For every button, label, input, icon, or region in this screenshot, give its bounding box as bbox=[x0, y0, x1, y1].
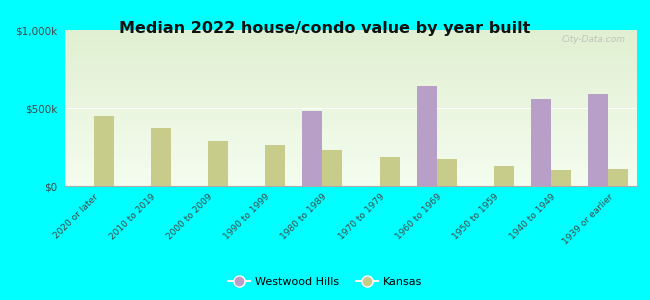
Bar bbox=[94, 116, 114, 186]
Bar bbox=[208, 141, 228, 186]
Bar bbox=[494, 166, 514, 186]
Bar bbox=[588, 94, 608, 186]
Bar bbox=[608, 169, 629, 186]
Bar bbox=[417, 86, 437, 186]
Bar bbox=[151, 128, 171, 186]
Text: Median 2022 house/condo value by year built: Median 2022 house/condo value by year bu… bbox=[120, 21, 530, 36]
Bar bbox=[531, 99, 551, 186]
Bar bbox=[265, 145, 285, 186]
Text: City-Data.com: City-Data.com bbox=[562, 35, 625, 44]
Bar bbox=[380, 157, 400, 186]
Bar bbox=[302, 111, 322, 186]
Bar bbox=[322, 150, 343, 186]
Legend: Westwood Hills, Kansas: Westwood Hills, Kansas bbox=[224, 273, 426, 291]
Bar bbox=[437, 159, 457, 186]
Bar bbox=[551, 169, 571, 186]
